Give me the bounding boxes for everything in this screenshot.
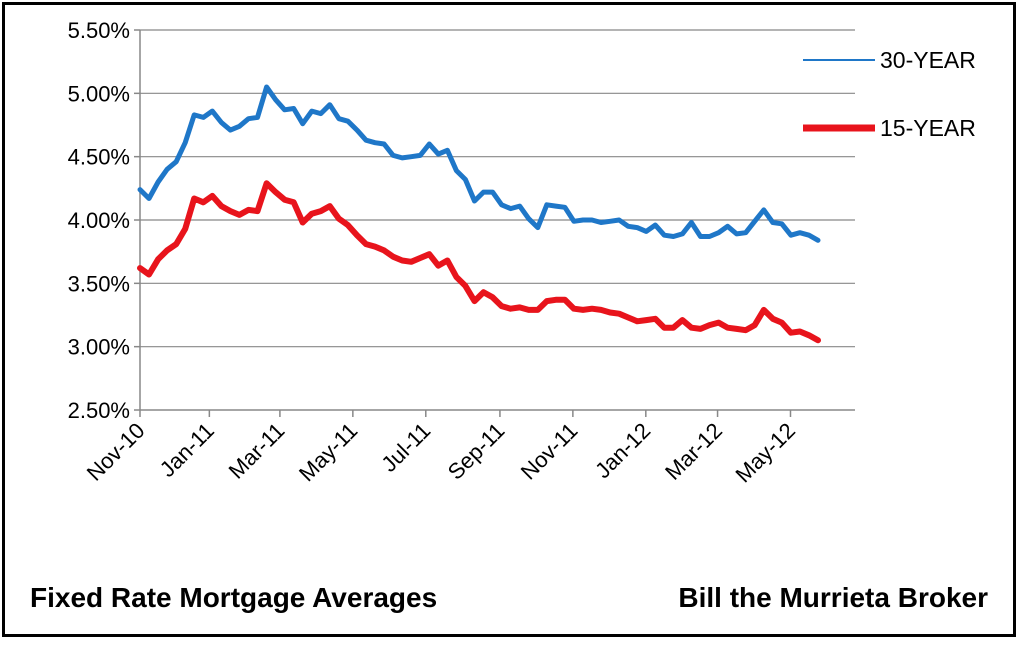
gridlines (140, 29, 855, 348)
x-tick-label: Nov-11 (516, 418, 583, 485)
x-tick-label: Jan-12 (590, 418, 655, 483)
y-tick-label: 4.00% (68, 208, 130, 233)
series-line-15-year (137, 180, 821, 344)
y-tick-label: 5.50% (68, 18, 130, 43)
x-tick-label: May-12 (730, 418, 800, 488)
y-axis-tick-labels: 2.50% 3.00% 3.50% 4.00% 4.50% 5.00% 5.50% (68, 18, 130, 423)
x-tick-label: Nov-10 (82, 418, 150, 486)
x-tick-label: Jan-11 (155, 418, 219, 482)
series-lines (137, 84, 821, 344)
chart-caption-left: Fixed Rate Mortgage Averages (30, 582, 438, 613)
chart-caption-right: Bill the Murrieta Broker (678, 582, 988, 613)
x-axis-tick-labels: Nov-10 Jan-11 Mar-11 May-11 Jul-11 Sep-11 Nov-… (82, 418, 800, 488)
y-tick-label: 3.00% (68, 335, 130, 360)
y-tick-label: 5.00% (68, 81, 130, 106)
x-tick-label: Mar-12 (660, 418, 727, 485)
axes (134, 29, 855, 417)
x-tick-label: May-11 (294, 418, 362, 486)
y-tick-label: 4.50% (68, 145, 130, 170)
legend-label-30-year: 30-YEAR (880, 47, 976, 73)
legend: 30-YEAR 15-YEAR (803, 47, 976, 141)
series-line-30-year (137, 84, 821, 243)
y-tick-label: 2.50% (68, 398, 130, 423)
legend-label-15-year: 15-YEAR (880, 115, 976, 141)
x-tick-label: Mar-11 (224, 418, 290, 484)
x-tick-label: Jul-11 (376, 418, 435, 477)
x-tick-label: Sep-11 (443, 418, 510, 485)
chart-frame (2, 2, 1016, 637)
y-tick-label: 3.50% (68, 271, 130, 296)
